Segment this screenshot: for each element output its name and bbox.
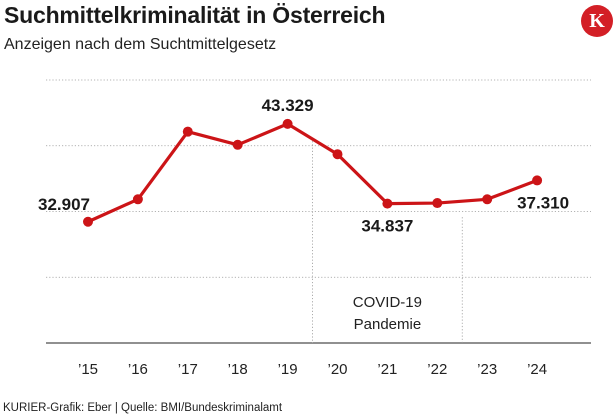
data-point (232, 139, 243, 150)
annotation-label: COVID-19 (353, 294, 422, 311)
chart-subtitle: Anzeigen nach dem Suchtmittelgesetz (4, 36, 277, 53)
data-point (382, 198, 393, 209)
data-point (182, 126, 193, 137)
x-tick-label: ’20 (327, 361, 347, 378)
x-tick-label: ’21 (377, 361, 397, 378)
x-tick-label: ’19 (278, 361, 298, 378)
x-tick-label: ’24 (527, 361, 547, 378)
data-point (83, 216, 93, 227)
x-tick-label: ’15 (78, 361, 98, 378)
annotation-label: Pandemie (354, 316, 422, 333)
data-label: 37.310 (517, 193, 569, 212)
series-line (86, 122, 539, 224)
x-tick-label: ’17 (178, 361, 198, 378)
data-label: 34.837 (361, 217, 413, 236)
x-tick-label: ’22 (427, 361, 447, 378)
data-point (482, 194, 493, 205)
x-tick-label: ’23 (477, 361, 497, 378)
data-label: 43.329 (262, 96, 314, 115)
data-point (132, 194, 143, 205)
data-point (332, 149, 343, 160)
x-tick-label: ’18 (228, 361, 248, 378)
data-point (282, 118, 293, 129)
chart-title: Suchmittelkriminalität in Österreich (4, 2, 386, 28)
data-label: 32.907 (38, 195, 90, 214)
kurier-logo-icon: K (581, 5, 613, 37)
source-credit: KURIER-Grafik: Eber | Quelle: BMI/Bundes… (3, 402, 283, 414)
data-point (432, 198, 443, 209)
data-point (532, 175, 543, 186)
x-tick-label: ’16 (128, 361, 148, 378)
